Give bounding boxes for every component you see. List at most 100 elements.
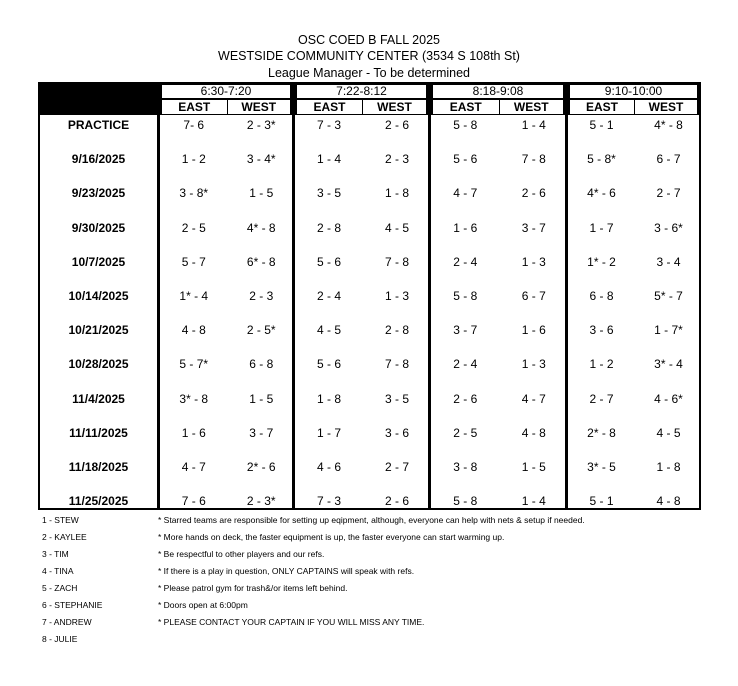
time-slot-label: 6:30-7:20 [162, 85, 290, 98]
west-game-cell: 4* - 8 [654, 118, 683, 132]
west-game-cell: 1 - 3 [521, 254, 546, 269]
west-game-cell: 2* - 6 [246, 460, 276, 474]
date-label: 10/28/2025 [68, 357, 129, 372]
east-game-cell: 5 - 8 [453, 494, 478, 509]
team-legend-item: 2 - KAYLEE [42, 532, 87, 542]
west-game-cell: 3 - 6* [654, 220, 683, 235]
date-label: 11/11/2025 [69, 425, 128, 440]
time-slot-column: 9:10-10:00 EAST WEST 5 - 1 4* - 8 5 - 8* 6 -… [565, 84, 699, 508]
west-game-cell: 2 - 7 [656, 186, 681, 201]
west-game-cell: 1 - 5 [249, 391, 274, 406]
east-game-cell: 2 - 4 [453, 357, 478, 372]
east-game-cell: 5 - 8 [453, 118, 478, 132]
west-game-cell: 1 - 8 [656, 460, 681, 474]
west-game-cell: 4 - 6* [654, 391, 683, 406]
east-game-cell: 7 - 3 [316, 494, 341, 509]
west-game-cell: 1 - 7* [654, 323, 683, 338]
west-court-header: WEST [499, 100, 563, 114]
east-game-cell: 5 - 7* [179, 357, 209, 372]
east-game-cell: 4 - 8 [181, 323, 206, 338]
team-legend-item: 3 - TIM [42, 549, 69, 559]
west-game-cell: 2 - 3* [246, 494, 276, 509]
east-game-cell: 1 - 6 [453, 220, 478, 235]
east-game-cell: 2 - 7 [589, 391, 614, 406]
west-game-cell: 6 - 7 [521, 289, 546, 303]
west-game-cell: 3 - 4 [656, 254, 681, 269]
note-item: * If there is a play in question, ONLY C… [158, 566, 415, 576]
east-game-cell: 5 - 1 [589, 118, 614, 132]
note-item: * Doors open at 6:00pm [158, 600, 248, 610]
west-game-cell: 2 - 3 [249, 289, 274, 303]
west-game-cell: 6* - 8 [246, 254, 276, 269]
east-game-cell: 3 - 5 [316, 186, 341, 201]
east-game-cell: 3 - 8* [179, 186, 209, 201]
west-court-header: WEST [635, 100, 697, 114]
date-label: PRACTICE [67, 118, 130, 132]
team-legend-item: 4 - TINA [42, 566, 74, 576]
date-label: 11/4/2025 [72, 391, 125, 406]
east-game-cell: 1 - 8 [316, 391, 341, 406]
east-game-cell: 1 - 6 [181, 425, 206, 440]
team-legend-item: 7 - ANDREW [42, 617, 92, 627]
east-game-cell: 2 - 5 [181, 220, 206, 235]
west-game-cell: 1 - 6 [521, 323, 546, 338]
east-game-cell: 2 - 6 [453, 391, 478, 406]
east-game-cell: 3 - 6 [589, 323, 614, 338]
east-game-cell: 5 - 1 [589, 494, 614, 509]
east-game-cell: 1 - 2 [589, 357, 614, 372]
east-game-cell: 4 - 5 [316, 323, 341, 338]
team-legend-item: 5 - ZACH [42, 583, 78, 593]
west-game-cell: 1 - 8 [384, 186, 409, 201]
west-game-cell: 2 - 6 [384, 494, 409, 509]
time-slot-label: 8:18-9:08 [433, 85, 563, 98]
east-game-cell: 5 - 8 [453, 289, 478, 303]
east-game-cell: 1* - 4 [179, 289, 209, 303]
east-game-cell: 2 - 4 [453, 254, 478, 269]
note-item: * Starred teams are responsible for sett… [158, 515, 585, 525]
east-game-cell: 4 - 6 [316, 460, 341, 474]
east-game-cell: 5 - 6 [316, 254, 341, 269]
time-slot-column: 7:22-8:12 EAST WEST 7 - 3 2 - 6 1 - 4 2 - 3 3… [292, 84, 428, 508]
west-game-cell: 7 - 8 [384, 254, 409, 269]
east-game-cell: 5 - 6 [316, 357, 341, 372]
east-game-cell: 3 - 7 [453, 323, 478, 338]
west-game-cell: 2 - 8 [384, 323, 409, 338]
time-slot-column: 6:30-7:20 EAST WEST 7- 6 2 - 3* 1 - 2 3 - 4*… [157, 84, 292, 508]
venue-title: WESTSIDE COMMUNITY CENTER (3534 S 108th … [218, 49, 520, 63]
west-game-cell: 2 - 3* [246, 118, 276, 132]
west-game-cell: 3 - 5 [384, 391, 409, 406]
west-game-cell: 6 - 8 [249, 357, 274, 372]
east-game-cell: 4 - 7 [181, 460, 206, 474]
west-game-cell: 2 - 6 [384, 118, 409, 132]
east-game-cell: 4 - 7 [453, 186, 478, 201]
west-game-cell: 3 - 6 [384, 425, 409, 440]
west-game-cell: 5* - 7 [654, 289, 683, 303]
west-game-cell: 3 - 4* [246, 152, 276, 167]
west-game-cell: 1 - 5 [521, 460, 546, 474]
west-game-cell: 4* - 8 [246, 220, 276, 235]
league-title: OSC COED B FALL 2025 [298, 33, 440, 47]
west-game-cell: 1 - 4 [521, 118, 546, 132]
schedule-table: 6:30-7:20 EAST WEST 7- 6 2 - 3* 1 - 2 3 - 4*… [38, 82, 701, 510]
west-game-cell: 2 - 7 [384, 460, 409, 474]
west-game-cell: 3 - 7 [521, 220, 546, 235]
date-label: 11/18/2025 [68, 460, 129, 474]
east-game-cell: 7 - 3 [316, 118, 341, 132]
west-game-cell: 1 - 5 [249, 186, 274, 201]
east-court-header: EAST [433, 100, 499, 114]
east-game-cell: 7- 6 [183, 118, 205, 132]
west-game-cell: 2 - 5* [246, 323, 276, 338]
date-label: 9/16/2025 [71, 152, 126, 167]
west-game-cell: 7 - 8 [521, 152, 546, 167]
east-court-header: EAST [162, 100, 227, 114]
date-label: 10/21/2025 [68, 323, 129, 338]
west-game-cell: 2 - 6 [521, 186, 546, 201]
east-game-cell: 2 - 4 [316, 289, 341, 303]
east-game-cell: 1 - 2 [181, 152, 206, 167]
east-game-cell: 1 - 4 [316, 152, 341, 167]
west-game-cell: 3* - 4 [654, 357, 683, 372]
date-label: 10/7/2025 [71, 254, 126, 269]
east-game-cell: 5 - 7 [181, 254, 206, 269]
note-item: * Please patrol gym for trash&/or items … [158, 583, 348, 593]
west-game-cell: 1 - 3 [521, 357, 546, 372]
